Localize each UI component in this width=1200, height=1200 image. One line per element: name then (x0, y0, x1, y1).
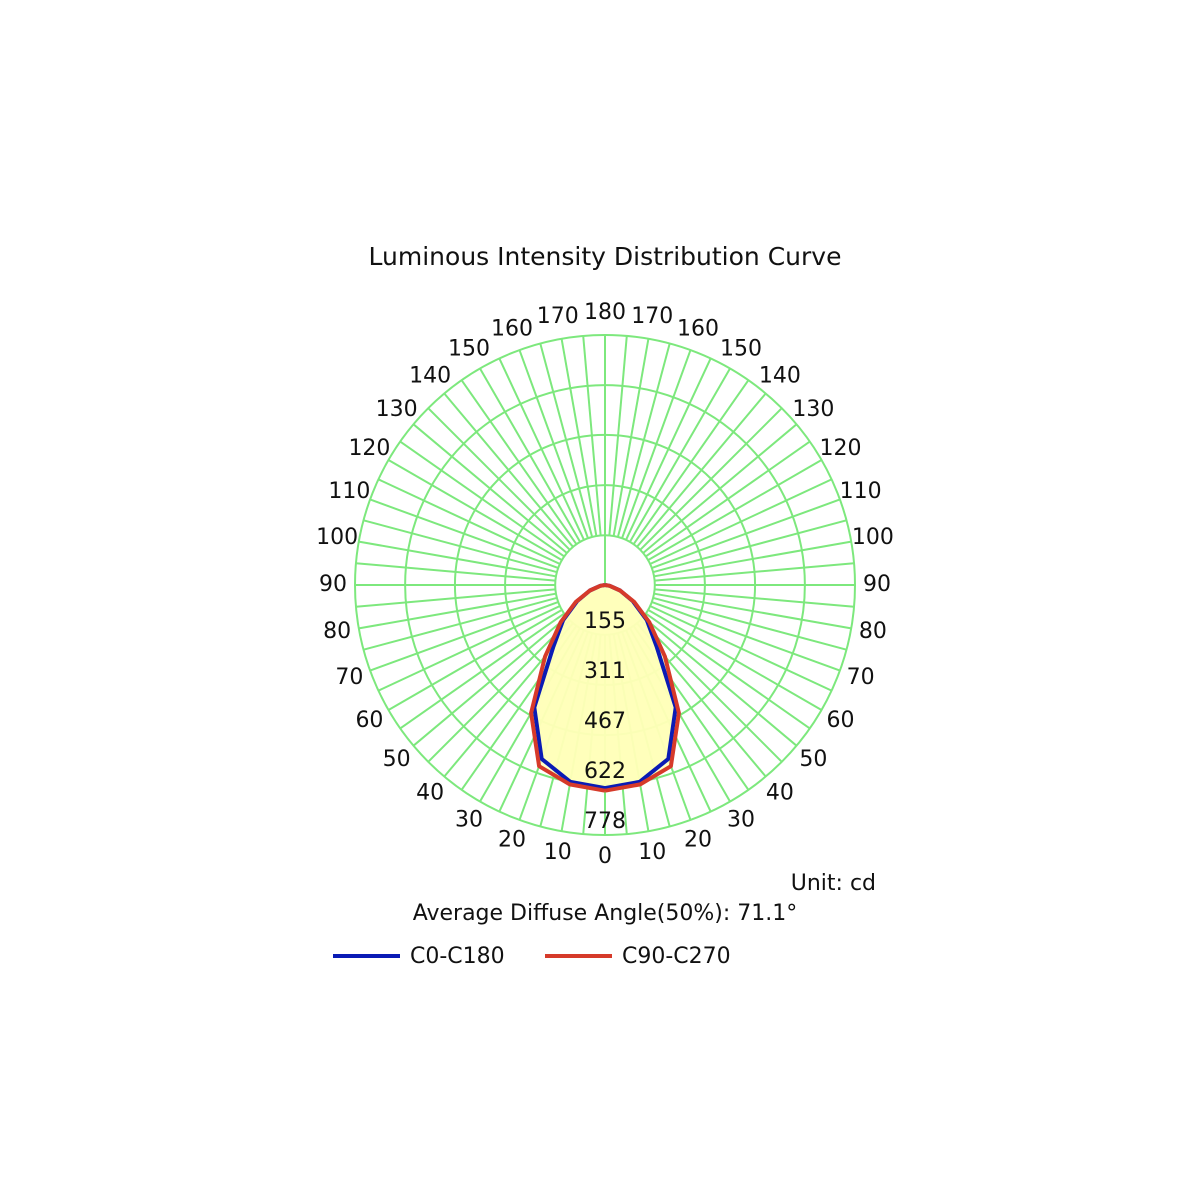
grid-ring (354, 334, 856, 836)
angle-tick-label: 20 (498, 828, 526, 853)
angle-tick-label: 40 (416, 780, 444, 805)
angle-tick-label: 130 (792, 397, 834, 422)
angle-tick-label: 170 (537, 304, 579, 329)
angle-tick-label: 170 (631, 304, 673, 329)
angle-tick-label: 60 (355, 708, 383, 733)
angle-tick-label: 150 (448, 336, 490, 361)
angle-tick-label: 150 (720, 336, 762, 361)
angle-tick-label: 50 (383, 747, 411, 772)
angle-tick-label: 30 (455, 808, 483, 833)
r-tick-label: 467 (584, 709, 626, 734)
angle-tick-label: 140 (759, 364, 801, 389)
note: Average Diffuse Angle(50%): 71.1° (413, 901, 798, 926)
r-tick-label: 778 (584, 809, 626, 834)
curve-fill (605, 585, 679, 791)
legend-label: C0-C180 (410, 944, 505, 969)
angle-tick-label: 10 (544, 840, 572, 865)
unit-label: Unit: cd (791, 871, 876, 896)
r-tick-label: 622 (584, 759, 626, 784)
angle-tick-label: 180 (584, 300, 626, 325)
chart-title: Luminous Intensity Distribution Curve (369, 242, 842, 271)
angle-tick-label: 70 (335, 665, 363, 690)
curve-fill (531, 585, 605, 791)
angle-tick-label: 40 (766, 780, 794, 805)
intensity-curve (604, 583, 681, 793)
intensity-curve (529, 583, 606, 793)
angle-tick-label: 120 (348, 436, 390, 461)
angle-tick-label: 70 (847, 665, 875, 690)
angle-tick-label: 0 (598, 844, 612, 869)
angle-tick-label: 90 (319, 572, 347, 597)
angle-tick-label: 110 (328, 479, 370, 504)
r-tick-label: 311 (584, 659, 626, 684)
angle-tick-label: 50 (799, 747, 827, 772)
angle-tick-label: 20 (684, 828, 712, 853)
angle-tick-label: 140 (409, 364, 451, 389)
angle-tick-label: 10 (638, 840, 666, 865)
legend-label: C90-C270 (622, 944, 731, 969)
angle-tick-label: 160 (677, 316, 719, 341)
angle-tick-label: 100 (316, 525, 358, 550)
angle-tick-label: 160 (491, 316, 533, 341)
angle-tick-label: 90 (863, 572, 891, 597)
angle-tick-label: 100 (852, 525, 894, 550)
angle-tick-label: 80 (859, 619, 887, 644)
angle-tick-label: 60 (827, 708, 855, 733)
angle-tick-label: 80 (323, 619, 351, 644)
angle-tick-label: 130 (376, 397, 418, 422)
angle-tick-label: 30 (727, 808, 755, 833)
r-tick-label: 155 (584, 609, 626, 634)
angle-tick-label: 120 (820, 436, 862, 461)
angle-tick-label: 110 (840, 479, 882, 504)
